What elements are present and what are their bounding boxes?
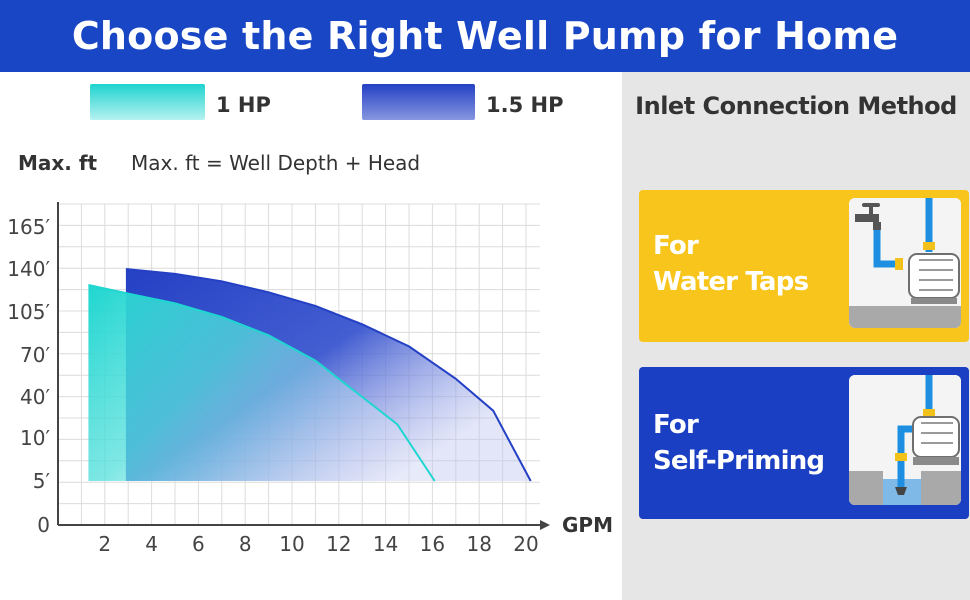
water-taps-card: For Water Taps xyxy=(639,190,969,342)
chart-ticks: 2 4 6 8 10 12 14 16 18 20 0 5′ 10′ 40′ 70′ 105′ 140′ 165′ xyxy=(7,215,538,556)
chart-areas xyxy=(88,268,532,482)
pump-performance-chart: 1 HP 1.5 HP Max. ft Max. ft = Well Depth… xyxy=(0,72,622,600)
y-tick-label: 10′ xyxy=(20,426,50,450)
legend-swatch-15hp xyxy=(362,84,475,120)
page-title: Choose the Right Well Pump for Home xyxy=(71,14,899,58)
x-tick-label: 10 xyxy=(279,532,304,556)
water-tap-icon xyxy=(849,198,961,328)
curve-1hp xyxy=(88,284,436,482)
x-tick-label: 14 xyxy=(373,532,398,556)
y-tick-label: 165′ xyxy=(7,215,50,239)
self-priming-line1: For xyxy=(653,410,699,440)
legend-swatch-1hp xyxy=(90,84,205,120)
water-taps-line1: For xyxy=(653,231,699,261)
water-taps-card-text: For Water Taps xyxy=(653,228,843,300)
area-1hp xyxy=(88,285,435,481)
chart-annotation: Max. ft = Well Depth + Head xyxy=(131,151,420,175)
panel-title: Inlet Connection Method xyxy=(635,92,957,120)
x-tick-label: 2 xyxy=(98,532,111,556)
y-tick-label: 5′ xyxy=(33,469,51,493)
x-tick-label: 18 xyxy=(466,532,491,556)
curve-15hp xyxy=(125,268,532,482)
x-tick-label: 8 xyxy=(239,532,252,556)
water-taps-line2: Water Taps xyxy=(653,267,809,297)
x-tick-label: 16 xyxy=(420,532,445,556)
legend-label-15hp: 1.5 HP xyxy=(486,93,563,117)
self-priming-card: For Self-Priming xyxy=(639,367,969,519)
y-tick-label: 0 xyxy=(37,513,50,537)
x-axis-title: GPM xyxy=(562,513,613,537)
y-tick-label: 40′ xyxy=(20,385,50,409)
self-priming-line2: Self-Priming xyxy=(653,446,825,476)
title-banner: Choose the Right Well Pump for Home xyxy=(0,0,970,72)
x-tick-label: 12 xyxy=(326,532,351,556)
self-priming-icon xyxy=(849,375,961,505)
y-tick-label: 105′ xyxy=(7,300,50,324)
chart-canvas: 1 HP 1.5 HP Max. ft Max. ft = Well Depth… xyxy=(7,84,613,556)
self-priming-card-text: For Self-Priming xyxy=(653,407,843,479)
legend-label-1hp: 1 HP xyxy=(216,93,271,117)
x-tick-label: 6 xyxy=(192,532,205,556)
x-tick-label: 20 xyxy=(513,532,538,556)
y-axis-title: Max. ft xyxy=(18,151,98,175)
inlet-connection-panel: Inlet Connection Method For Water Taps xyxy=(622,72,970,600)
x-tick-label: 4 xyxy=(145,532,158,556)
y-tick-label: 70′ xyxy=(20,343,50,367)
y-tick-label: 140′ xyxy=(7,257,50,281)
